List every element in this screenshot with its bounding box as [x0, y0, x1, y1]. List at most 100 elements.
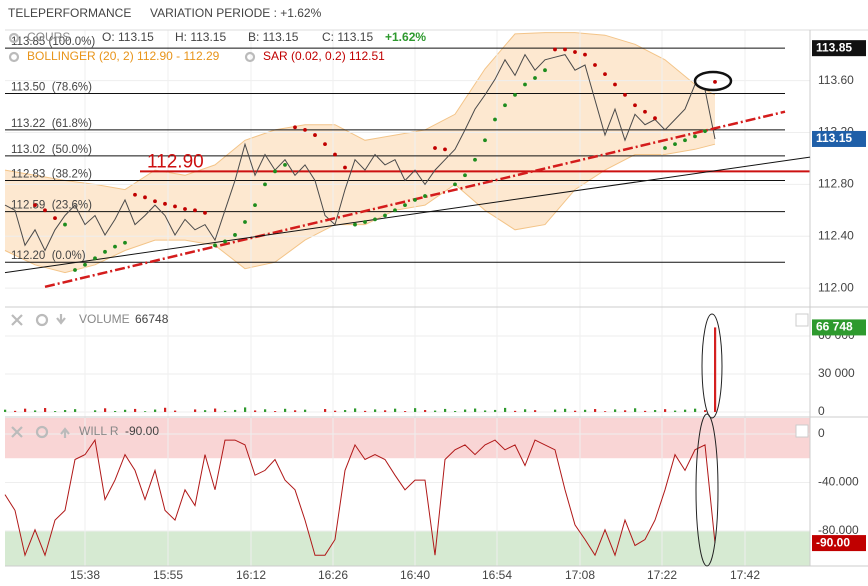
fibonacci-label: 113.50 (78.6%)	[11, 82, 92, 94]
y-tick-label: 112.40	[818, 228, 854, 242]
sar-dot	[663, 146, 667, 150]
sar-dot	[243, 220, 247, 224]
price-line	[4, 438, 716, 557]
volume-bar	[444, 408, 447, 412]
price-line	[4, 53, 716, 252]
fibonacci-label: 113.22 (61.8%)	[11, 118, 92, 130]
sar-dot	[643, 109, 647, 114]
sar-dot	[343, 165, 347, 170]
sar-dot	[113, 244, 117, 249]
volume-bar	[654, 410, 657, 412]
volume-bar	[564, 408, 567, 412]
volume-bar	[74, 409, 77, 412]
volume-bar	[474, 408, 477, 412]
zone	[5, 530, 810, 566]
volume-bar	[604, 411, 607, 412]
volume-bar	[244, 407, 247, 412]
sar-dot	[503, 103, 507, 108]
sar-dot	[143, 195, 147, 200]
sar-label: SAR (0.02, 0.2) 112.51	[263, 49, 385, 63]
panel-value: 66748	[135, 312, 169, 326]
volume-bar	[134, 408, 137, 412]
sar-dot	[623, 92, 627, 97]
volume-bar	[684, 409, 687, 412]
volume-bar	[304, 409, 307, 412]
value-badge	[812, 130, 866, 147]
sar-dot	[513, 92, 517, 97]
volume-bar	[674, 410, 677, 412]
volume-bar	[124, 409, 127, 412]
quote: B: 113.15	[248, 30, 299, 44]
x-tick-label: 16:40	[400, 568, 430, 582]
sar-dot	[303, 127, 307, 132]
sar-dot	[483, 138, 487, 143]
volume-bar	[494, 409, 497, 412]
sar-dot	[613, 82, 617, 87]
bollinger-band	[5, 32, 715, 273]
sar-dot	[293, 125, 297, 130]
x-tick-label: 17:08	[565, 568, 595, 582]
y-tick-label: -80.000	[818, 523, 859, 537]
sar-dot	[413, 198, 417, 202]
volume-bar	[484, 410, 487, 412]
x-tick-label: 17:22	[647, 568, 677, 582]
y-tick-label: 0	[818, 426, 825, 440]
volume-bar	[524, 409, 527, 412]
volume-bar	[4, 409, 7, 412]
sar-dot	[333, 152, 337, 157]
annotation-ellipse	[701, 313, 723, 419]
sar-dot	[433, 146, 437, 150]
variation: VARIATION PERIODE : +1.62%	[150, 6, 322, 20]
sar-dot	[83, 262, 87, 267]
volume-bar	[354, 408, 357, 412]
volume-bar	[574, 410, 577, 412]
volume-bar	[44, 408, 47, 412]
zone	[5, 418, 810, 459]
volume-bar	[454, 410, 457, 412]
volume-bar	[144, 411, 147, 412]
volume-bar	[714, 327, 717, 412]
volume-bar	[294, 410, 297, 412]
volume-bar	[414, 408, 417, 412]
sar-dot	[353, 222, 357, 227]
value-badge-label: -90.00	[816, 535, 850, 549]
sar-dot	[233, 233, 237, 237]
value-badge-label: 113.15	[816, 131, 852, 145]
sar-dot	[583, 52, 587, 57]
annotation-ellipse	[695, 413, 719, 567]
volume-bar	[424, 410, 427, 412]
title: TELEPERFORMANCE	[8, 6, 131, 20]
volume-bar	[324, 409, 327, 412]
bollinger-upper	[4, 32, 716, 191]
volume-bar	[434, 410, 437, 412]
fibonacci-label: 112.20 (0.0%)	[11, 250, 86, 262]
volume-bar	[504, 407, 507, 412]
trend-line	[4, 156, 811, 274]
volume-bar	[594, 409, 597, 412]
backgrounds	[4, 30, 810, 566]
volume-bar	[634, 408, 637, 412]
sar-dot	[703, 129, 707, 134]
sar-dot	[283, 163, 287, 167]
panel-title: VOLUME	[79, 312, 130, 326]
sar-dot	[263, 182, 267, 187]
volume-bar	[14, 410, 17, 412]
volume-bar	[514, 410, 517, 412]
sar-dot	[693, 134, 697, 139]
value-badge-label: 66 748	[816, 320, 853, 334]
sar-dot	[563, 47, 567, 52]
sar-dot	[163, 201, 167, 206]
sar-dot	[523, 82, 527, 87]
volume-bar	[274, 411, 277, 412]
volume-bar	[154, 409, 157, 412]
sar-dot	[683, 138, 687, 143]
quote: C: 113.15	[322, 30, 373, 44]
sar-dot	[473, 157, 477, 162]
sar-dot	[593, 63, 597, 67]
volume-bar	[704, 410, 707, 412]
sar-dot	[633, 103, 637, 108]
volume-bar	[394, 408, 397, 412]
x-tick-label: 16:54	[482, 568, 512, 582]
value-badge	[812, 40, 866, 57]
y-tick-label: 30 000	[818, 366, 855, 380]
